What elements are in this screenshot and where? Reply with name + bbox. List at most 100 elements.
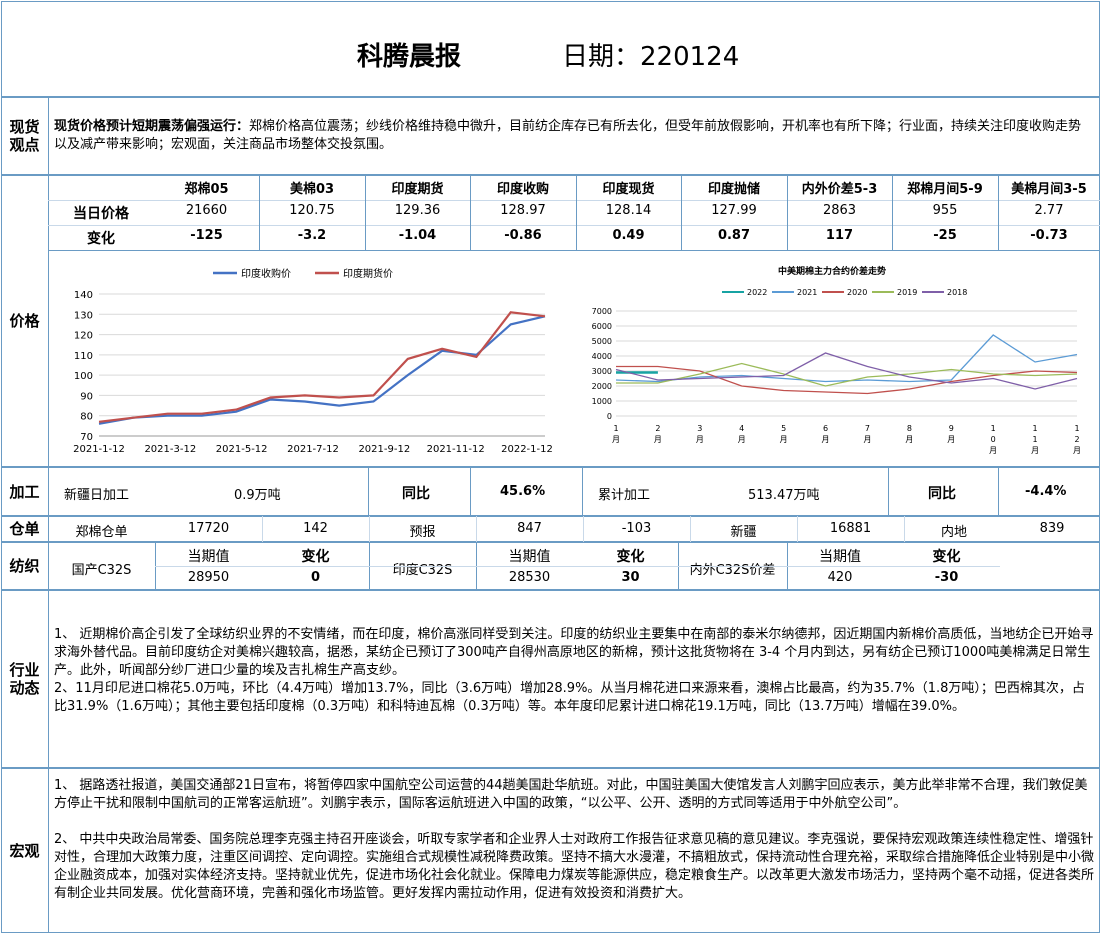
price-col-divider — [365, 175, 366, 250]
processing-yoy2: -4.4% — [1025, 484, 1067, 499]
chart2-y-tick: 1000 — [592, 397, 612, 406]
warehouse-divider — [797, 516, 798, 542]
chart1-x-tick: 2021-11-12 — [427, 444, 485, 455]
processing-yoy-label1: 同比 — [402, 486, 430, 502]
chart1-y-tick: 90 — [80, 391, 93, 402]
textile-product-name: 内外C32S价差 — [689, 563, 776, 578]
spot-label: 现货 观点 — [9, 118, 40, 154]
textile-header-current: 当期值 — [187, 549, 230, 565]
chart2-x-tick: 1 — [1033, 424, 1038, 433]
chart1-legend-label: 印度收购价 — [241, 267, 291, 280]
price-cell: 0.87 — [717, 228, 751, 243]
warehouse-cell: 839 — [1039, 521, 1065, 536]
price-cell: -1.04 — [398, 228, 437, 243]
spot-section — [1, 97, 1100, 175]
warehouse-cell: -103 — [621, 521, 652, 536]
warehouse-cell: 847 — [517, 521, 542, 536]
chart1-y-tick: 140 — [74, 290, 93, 301]
chart2-x-tick: 月 — [654, 435, 662, 444]
warehouse-section — [1, 516, 1100, 542]
chart1-x-tick: 2021-3-12 — [144, 444, 196, 455]
chart1-x-tick: 2021-9-12 — [358, 444, 410, 455]
price-cell: -25 — [933, 228, 957, 243]
chart2-legend-label: 2019 — [897, 288, 917, 297]
chart2-x-tick: 月 — [989, 446, 997, 455]
textile-header-current: 当期值 — [508, 549, 551, 565]
price-cell: -125 — [190, 228, 223, 243]
chart2-legend-label: 2021 — [797, 288, 817, 297]
chart2-x-tick: 1 — [613, 424, 618, 433]
warehouse-divider — [690, 516, 691, 542]
chart2-x-tick: 月 — [1073, 446, 1081, 455]
chart2-y-tick: 3000 — [592, 367, 612, 376]
chart2-legend-label: 2020 — [847, 288, 867, 297]
warehouse-cell: 内地 — [940, 525, 967, 540]
processing-yoy1: 45.6% — [500, 484, 546, 499]
processing-yoy-label2: 同比 — [928, 486, 956, 502]
chart2-x-tick: 3 — [697, 424, 702, 433]
chart1-y-tick: 120 — [74, 331, 93, 342]
chart2-x-tick: 9 — [949, 424, 954, 433]
price-cell: 21660 — [185, 203, 228, 218]
price-col-divider — [892, 175, 893, 250]
warehouse-divider — [904, 516, 905, 542]
chart2-x-tick: 1 — [1033, 435, 1038, 444]
processing-value1: 0.9万吨 — [234, 488, 281, 503]
price-row-label: 变化 — [87, 231, 115, 247]
price-cell: 128.97 — [500, 203, 546, 218]
chart2-x-tick: 5 — [781, 424, 786, 433]
warehouse-label: 仓单 — [9, 520, 40, 538]
price-cell: -0.73 — [1030, 228, 1068, 243]
textile-divider — [48, 542, 49, 590]
india-price-chart: 70 80 90 100 110 120 130 140 2021-1-12 2021-3-12 2… — [73, 267, 553, 455]
price-cell: -3.2 — [297, 228, 327, 243]
price-cell: 127.99 — [711, 203, 757, 218]
chart2-legend-label: 2022 — [747, 288, 767, 297]
price-section — [1, 175, 1100, 467]
chart2-y-tick: 7000 — [592, 307, 612, 316]
chart2-x-tick: 0 — [991, 435, 996, 444]
price-cell: 117 — [825, 228, 854, 243]
macro-section — [1, 768, 1100, 933]
chart2-x-tick: 8 — [907, 424, 912, 433]
textile-header-change: 变化 — [301, 549, 330, 565]
industry-section — [1, 590, 1100, 768]
warehouse-cell: 16881 — [829, 521, 872, 536]
chart1-y-tick: 110 — [74, 351, 93, 362]
price-col-divider — [470, 175, 471, 250]
price-cell: 128.14 — [605, 203, 652, 218]
price-cell: 2.77 — [1034, 203, 1064, 218]
warehouse-divider — [583, 516, 584, 542]
chart2-y-tick: 6000 — [592, 322, 612, 331]
price-column-header: 印度现货 — [602, 182, 655, 197]
report-header: 科腾晨报 日期：220124 — [1, 1, 1100, 97]
textile-row-divider — [155, 566, 1000, 567]
spot-body: 郑棉价格高位震荡；纱线价格维持稳中微升，目前纺企库存已有所去化，但受年前放假影响… — [54, 119, 1082, 152]
chart1-y-tick: 70 — [80, 432, 93, 443]
price-column-header: 美棉03 — [289, 182, 335, 197]
chart2-x-tick: 4 — [739, 424, 744, 433]
chart2-y-tick: 0 — [607, 412, 612, 421]
chart1-x-tick: 2021-7-12 — [287, 444, 339, 455]
price-cell: 120.75 — [289, 203, 335, 218]
spot-headline: 现货价格预计短期震荡偏强运行： — [54, 119, 250, 134]
chart1-y-tick: 100 — [74, 371, 93, 382]
industry-para-1: 1、 近期棉价高企引发了全球纺织业界的不安情绪，而在印度，棉价高涨同样受到关注。… — [54, 627, 1094, 678]
macro-para-1: 1、 据路透社报道，美国交通部21日宣布，将暂停四家中国航空公司运营的44趟美国… — [54, 778, 1088, 811]
chart2-legend-label: 2018 — [947, 288, 967, 297]
chart2-x-tick: 月 — [696, 435, 704, 444]
textile-header-change: 变化 — [932, 549, 961, 565]
warehouse-cell: 郑棉仓单 — [75, 525, 128, 540]
warehouse-divider — [369, 516, 370, 542]
price-column-header: 印度抛储 — [707, 182, 760, 197]
chart2-x-tick: 月 — [738, 435, 746, 444]
chart2-x-tick: 7 — [865, 424, 870, 433]
chart2-series-line — [615, 352, 1078, 390]
chart1-y-tick: 80 — [80, 412, 93, 423]
textile-value-change: 0 — [310, 570, 321, 585]
textile-header-change: 变化 — [616, 549, 645, 565]
chart2-x-tick: 月 — [947, 435, 955, 444]
warehouse-divider — [262, 516, 263, 542]
textile-value-change: 30 — [621, 570, 640, 585]
price-column-header: 美棉月间3-5 — [1011, 182, 1087, 197]
